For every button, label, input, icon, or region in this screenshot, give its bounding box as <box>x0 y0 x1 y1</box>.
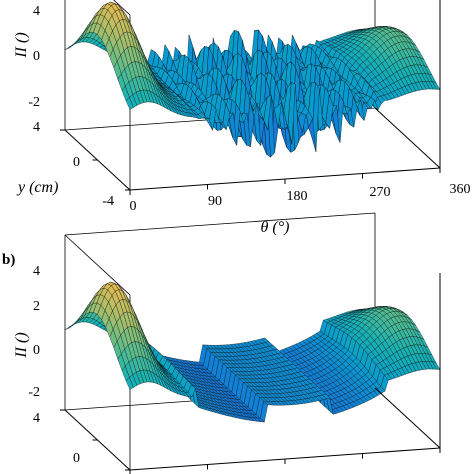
axis-box-edge <box>374 107 441 169</box>
panel-a-z-tick-0: 0 <box>33 49 40 64</box>
surface-patch <box>125 97 134 110</box>
panel-a-x-tick-180: 180 <box>287 189 308 204</box>
panel-a-surface <box>64 1 441 158</box>
panel-a-z-tick-4: 4 <box>33 4 40 19</box>
panel-a-y-axis-label: y (cm) <box>16 179 58 196</box>
panel-a-x-tick-270: 270 <box>370 185 391 200</box>
axis-box-edge <box>64 212 376 236</box>
panel-b-y-tick-4: 4 <box>33 411 40 426</box>
axis-box-edge <box>113 0 131 16</box>
panel-a-x-tick-0: 0 <box>130 199 137 214</box>
panel-b-axis-box-front <box>60 273 441 474</box>
surface-patch <box>68 320 77 329</box>
panel-a-x-axis-label: θ (°) <box>261 219 290 236</box>
surface-patch <box>125 377 134 390</box>
panel-b-z-tick-2: 2 <box>33 299 40 314</box>
surface-patch <box>64 44 73 50</box>
surface-patch <box>64 324 73 330</box>
panel-a-z-tick-minus2: -2 <box>28 95 40 110</box>
panel-a-y-tick-0: 0 <box>73 155 80 170</box>
surface-patch <box>68 40 77 49</box>
axis-box-edge <box>64 234 131 296</box>
panel-a-x-tick-360: 360 <box>450 182 471 197</box>
panel-a-y-tick-minus4: -4 <box>102 194 114 209</box>
panel-b-z-tick-minus2: -2 <box>28 385 40 400</box>
panel-b-surface <box>64 281 441 423</box>
panel-a-z-axis-label: II () <box>13 32 30 58</box>
panel-b-z-tick-0: 0 <box>33 343 40 358</box>
panel-a-y-tick-4: 4 <box>33 120 40 135</box>
axis-box-edge <box>374 387 441 449</box>
panel-a: 4 0 -2 II () 4 0 -4 y (cm) 0 90 180 270 … <box>13 0 471 236</box>
panel-b-label: b) <box>2 252 15 268</box>
panel-a-x-tick-90: 90 <box>208 194 222 209</box>
panel-a-axis-box-front <box>60 0 441 195</box>
panel-b-z-tick-4: 4 <box>33 264 40 279</box>
panel-b-y-tick-0: 0 <box>73 451 80 466</box>
panel-b-z-axis-label: II () <box>13 332 30 358</box>
panel-b: b) 4 2 0 -2 II () 4 0 <box>2 212 441 474</box>
